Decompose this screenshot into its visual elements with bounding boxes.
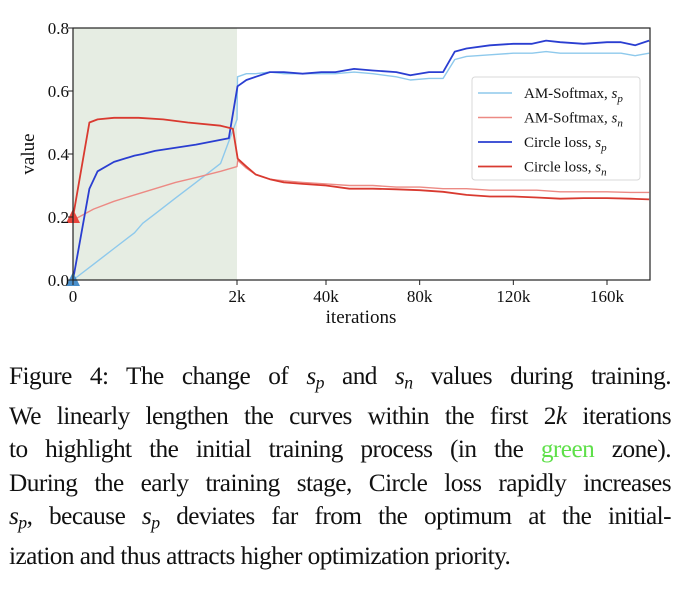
series-line-2 [72, 39, 650, 281]
x-axis: 0 2k 40k 80k 120k 160k [69, 280, 625, 306]
legend-label: AM-Softmax, sn [524, 111, 623, 130]
x-tick-label: 160k [590, 287, 625, 306]
y-tick-label: 0.6 [48, 82, 69, 101]
caption-subscript: p [151, 512, 160, 533]
x-tick-label: 0 [69, 287, 78, 306]
caption-text: deviates far from the optimum at the ini… [159, 502, 671, 531]
x-tick-label: 80k [407, 287, 433, 306]
series-line-0 [72, 50, 650, 281]
caption-subscript: p [315, 372, 325, 393]
series-line-1 [72, 159, 650, 221]
legend: AM-Softmax, sp AM-Softmax, sn Circle loss,… [471, 76, 641, 181]
figure-caption: Figure 4: The change of sp and sn values… [9, 360, 672, 574]
legend-entry: AM-Softmax, sp [478, 86, 623, 105]
legend-entry: Circle loss, sp [478, 135, 607, 154]
y-tick-label: 0.8 [48, 19, 69, 38]
caption-green-word: green [540, 435, 595, 464]
caption-text: During the early training stage, Circle … [9, 468, 672, 497]
series-layer [72, 39, 650, 281]
x-tick-label: 2k [229, 287, 247, 306]
caption-text: s [306, 362, 316, 390]
caption-text: s [141, 502, 152, 531]
caption-text: to highlight the initial training proces… [9, 435, 541, 464]
caption-text: s [9, 502, 19, 531]
green-zone [73, 28, 237, 280]
caption-subscript: p [18, 512, 27, 533]
caption-text: s [395, 362, 405, 390]
caption-line: ization and thus attracts higher optimiz… [9, 540, 671, 574]
caption-text: We linearly lengthen the curves within t… [9, 401, 556, 430]
legend-label: Circle loss, sn [524, 160, 607, 179]
caption-text: zone). [594, 435, 672, 464]
x-tick-label: 120k [496, 287, 531, 306]
series-line-3 [72, 116, 650, 218]
y-tick-label: 0.2 [48, 208, 69, 227]
legend-entry: AM-Softmax, sn [478, 111, 623, 130]
y-tick-label: 0.4 [48, 145, 70, 164]
caption-text: , because [26, 502, 142, 531]
y-axis: 0.0 0.2 0.4 0.6 0.8 [48, 19, 73, 290]
caption-line: sp, because sp deviates far from the opt… [9, 500, 672, 540]
legend-entry: Circle loss, sn [478, 160, 607, 179]
caption-subscript: n [404, 372, 413, 393]
caption-line: During the early training stage, Circle … [9, 467, 672, 501]
caption-text: values during training. [412, 362, 672, 390]
x-axis-label: iterations [326, 307, 397, 328]
x-tick-label: 40k [313, 287, 339, 306]
chart: 0 2k 40k 80k 120k 160k 0.0 0.2 0.4 0.6 0.8 iterat… [18, 19, 651, 328]
caption-line: Figure 4: The change of sp and sn values… [9, 360, 672, 400]
caption-text: and [323, 362, 395, 390]
caption-line: to highlight the initial training proces… [9, 433, 672, 467]
y-tick-label: 0.0 [48, 271, 69, 290]
caption-text: Figure 4: The change of [9, 362, 307, 390]
caption-text: ization and thus attracts higher optimiz… [9, 542, 511, 571]
y-axis-label: value [18, 133, 39, 174]
caption-text: k [555, 401, 567, 430]
caption-text: iterations [566, 401, 671, 430]
legend-label: Circle loss, sp [524, 135, 607, 154]
legend-label: AM-Softmax, sp [524, 86, 623, 105]
caption-line: We linearly lengthen the curves within t… [9, 400, 672, 434]
legend-box [471, 76, 641, 181]
